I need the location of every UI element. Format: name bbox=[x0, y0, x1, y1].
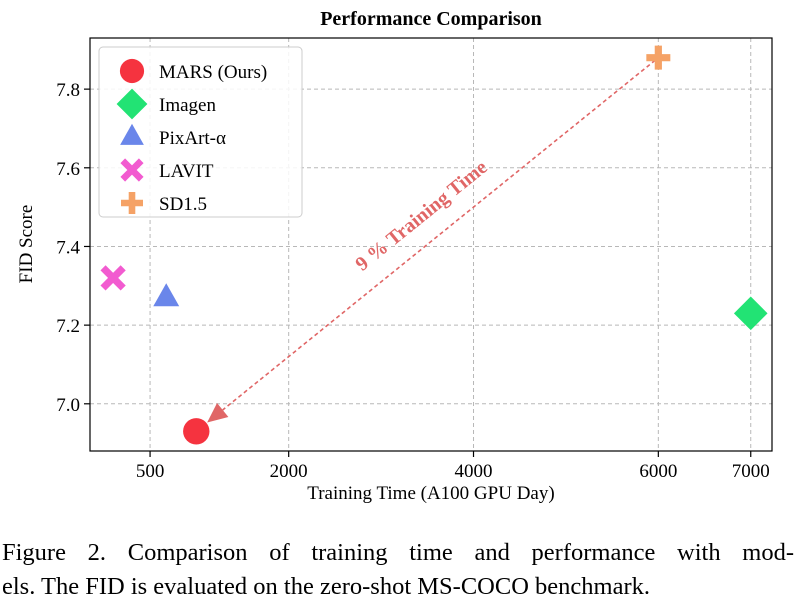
y-axis-label: FID Score bbox=[16, 205, 37, 284]
x-tick-label: 2000 bbox=[270, 461, 308, 482]
annotation-label: 9 % Training Time bbox=[351, 156, 491, 275]
x-tick-label: 7000 bbox=[732, 461, 770, 482]
x-tick-label: 6000 bbox=[639, 461, 677, 482]
data-point-x bbox=[100, 265, 126, 291]
legend-label: Imagen bbox=[159, 95, 216, 116]
y-tick-label: 7.2 bbox=[56, 316, 80, 337]
caption-line-1: Figure 2. Comparison of training time an… bbox=[2, 539, 794, 566]
legend-marker-plus bbox=[121, 192, 143, 214]
legend-marker-triangle bbox=[120, 123, 144, 145]
legend-marker-diamond bbox=[116, 88, 148, 120]
legend-label: LAVIT bbox=[159, 161, 214, 182]
x-tick-label: 500 bbox=[136, 461, 165, 482]
data-point-plus bbox=[646, 45, 671, 70]
y-tick-label: 7.0 bbox=[56, 395, 80, 416]
data-point-diamond bbox=[733, 296, 768, 331]
legend-label: MARS (Ours) bbox=[159, 62, 267, 83]
legend: MARS (Ours) Imagen PixArt-α LAVIT SD1.5 bbox=[98, 46, 303, 218]
caption-line-2: els. The FID is evaluated on the zero-sh… bbox=[2, 573, 650, 600]
plot-frame bbox=[89, 37, 773, 452]
axis-ticks: 500 2000 4000 6000 7000 7.0 7.2 7.4 7.6 7.8 bbox=[56, 80, 769, 482]
y-tick-label: 7.4 bbox=[56, 237, 80, 258]
y-tick-label: 7.8 bbox=[56, 80, 80, 101]
annotation-arrow-head bbox=[207, 402, 229, 423]
chart-title: Performance Comparison bbox=[320, 8, 542, 30]
legend-label: SD1.5 bbox=[159, 194, 207, 215]
marker-layer bbox=[100, 45, 768, 445]
legend-marker-circle bbox=[119, 58, 145, 84]
legend-marker-x bbox=[120, 158, 144, 182]
data-point-triangle bbox=[153, 283, 180, 307]
legend-box bbox=[98, 46, 303, 218]
data-point-circle bbox=[183, 418, 210, 445]
annotation-arrow-line bbox=[222, 59, 656, 411]
y-tick-label: 7.6 bbox=[56, 159, 80, 180]
x-axis-label: Training Time (A100 GPU Day) bbox=[307, 483, 554, 504]
x-tick-label: 4000 bbox=[455, 461, 493, 482]
legend-label: PixArt-α bbox=[159, 128, 226, 149]
scatter-chart: Performance Comparison 500 2000 4000 6000 70… bbox=[16, 8, 773, 504]
figure-caption: Figure 2. Comparison of training time an… bbox=[2, 536, 794, 604]
